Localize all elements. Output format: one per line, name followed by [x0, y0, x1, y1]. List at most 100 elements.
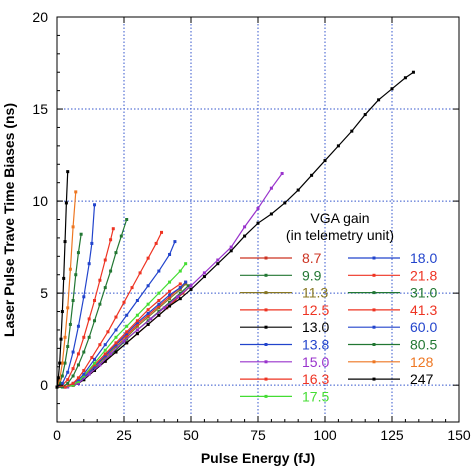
data-point	[168, 293, 172, 297]
data-point	[63, 335, 67, 339]
data-point	[59, 337, 63, 341]
data-point	[76, 251, 80, 255]
legend-swatch-marker	[372, 273, 376, 277]
data-point	[269, 212, 273, 216]
data-point	[138, 271, 142, 275]
data-point	[87, 372, 91, 376]
data-point	[103, 258, 107, 262]
data-point	[109, 352, 113, 356]
data-point	[109, 269, 113, 273]
x-tick-label: 25	[116, 427, 132, 443]
legend-entry: 8.7	[240, 250, 322, 266]
data-point	[135, 322, 139, 326]
legend-entry: 13.8	[240, 337, 329, 353]
data-point	[93, 361, 97, 365]
data-point	[82, 335, 86, 339]
data-point	[125, 332, 129, 336]
data-point	[146, 322, 150, 326]
data-point	[90, 241, 94, 245]
data-point	[60, 381, 64, 385]
data-point	[310, 173, 314, 177]
x-axis-title: Pulse Energy (fJ)	[201, 450, 315, 466]
data-point	[178, 291, 182, 295]
data-point	[103, 286, 107, 290]
data-point	[256, 221, 260, 225]
data-point	[76, 380, 80, 383]
data-point	[125, 333, 129, 337]
data-point	[125, 330, 129, 334]
axes: 0 25 50 75 100 125 150 0 5 10 15 20	[32, 9, 470, 443]
data-point	[350, 129, 354, 133]
x-tick-label: 0	[53, 427, 61, 443]
legend-swatch-marker	[372, 291, 376, 295]
data-point	[82, 378, 86, 382]
data-point	[68, 267, 72, 271]
data-point	[76, 381, 80, 385]
data-point	[66, 381, 70, 385]
legend-entry: 11.3	[240, 285, 328, 301]
data-point	[173, 240, 177, 244]
data-point	[111, 227, 115, 231]
series-31.0	[55, 218, 129, 389]
data-point	[90, 356, 94, 360]
data-point	[157, 306, 161, 310]
legend: VGA gain (in telemetry unit) 8.79.911.31…	[240, 210, 437, 404]
data-point	[82, 350, 86, 354]
y-tick-label: 0	[40, 377, 48, 393]
legend-swatch-marker	[264, 308, 268, 312]
data-point	[66, 170, 70, 174]
data-point	[114, 345, 118, 349]
data-point	[93, 299, 97, 302]
data-point	[168, 295, 172, 299]
data-point	[87, 335, 91, 339]
data-point	[93, 319, 97, 323]
legend-swatch-marker	[264, 291, 268, 295]
data-point	[146, 311, 150, 315]
data-point	[66, 345, 70, 349]
data-point	[63, 385, 67, 389]
data-point	[114, 350, 118, 354]
legend-label: 11.3	[302, 285, 328, 301]
data-point	[168, 252, 172, 256]
data-point	[114, 341, 118, 345]
legend-entry: 12.5	[240, 302, 329, 318]
data-point	[58, 361, 62, 365]
data-point	[184, 262, 188, 266]
data-point	[71, 381, 75, 385]
data-point	[93, 365, 97, 369]
legend-entry: 17.5	[240, 388, 329, 404]
data-point	[135, 332, 139, 336]
data-point	[184, 280, 188, 284]
y-axis-title: Laser Pulse Trave Time Biases (ns)	[1, 103, 17, 337]
legend-label: 80.5	[410, 337, 437, 353]
data-point	[176, 295, 180, 299]
data-point	[87, 317, 91, 321]
x-tick-label: 100	[313, 427, 337, 443]
data-point	[130, 286, 134, 290]
legend-swatch-marker	[372, 377, 376, 381]
data-point	[125, 313, 129, 317]
legend-label: 13.0	[302, 319, 329, 335]
data-point	[76, 352, 80, 356]
series-line	[57, 232, 163, 388]
legend-label: 128	[410, 354, 434, 370]
data-point	[62, 276, 66, 280]
data-point	[283, 201, 287, 205]
legend-entry: 21.8	[348, 267, 437, 283]
data-point	[103, 354, 107, 358]
legend-label: 8.7	[302, 250, 322, 266]
legend-swatch-marker	[264, 394, 268, 398]
legend-label: 13.8	[302, 337, 329, 353]
data-point	[60, 361, 64, 365]
data-point	[125, 218, 129, 221]
data-point	[114, 251, 118, 255]
legend-entry: 60.0	[348, 319, 437, 335]
data-point	[58, 381, 62, 385]
data-point	[280, 171, 284, 175]
legend-label: 12.5	[302, 302, 329, 318]
data-point	[103, 356, 107, 360]
series-line	[57, 173, 283, 388]
x-tick-label: 125	[380, 427, 404, 443]
data-point	[184, 282, 188, 286]
